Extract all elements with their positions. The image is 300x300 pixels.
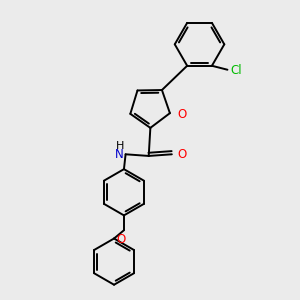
Text: H: H [116,141,124,151]
Text: O: O [117,233,126,246]
Text: Cl: Cl [230,64,242,77]
Text: O: O [177,108,186,121]
Text: N: N [115,148,124,161]
Text: O: O [178,148,187,161]
